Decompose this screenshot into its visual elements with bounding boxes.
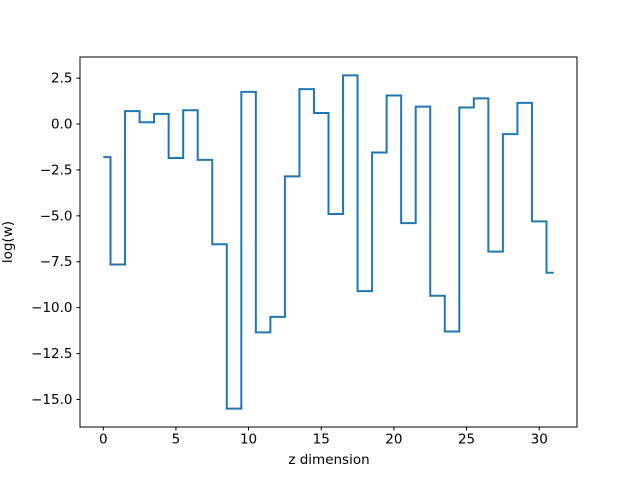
x-tick-label: 30 [531,432,548,448]
x-axis-label: z dimension [288,452,370,468]
y-tick-label: −15.0 [31,392,72,408]
y-tick-label: −5.0 [40,208,73,224]
step-line [103,74,554,410]
y-tick-label: −10.0 [31,300,72,316]
y-tick-label: −12.5 [31,346,72,362]
y-tick-label: −2.5 [40,162,73,178]
y-tick-label: 2.5 [51,71,72,87]
x-tick-label: 0 [99,432,108,448]
x-tick-label: 20 [385,432,402,448]
y-tick-label: 0.0 [51,117,72,133]
x-tick-label: 15 [313,432,330,448]
y-axis-label: log(w) [0,220,16,264]
x-tick-label: 5 [172,432,181,448]
x-tick-label: 25 [458,432,475,448]
x-tick-label: 10 [240,432,257,448]
y-tick-label: −7.5 [40,254,73,270]
